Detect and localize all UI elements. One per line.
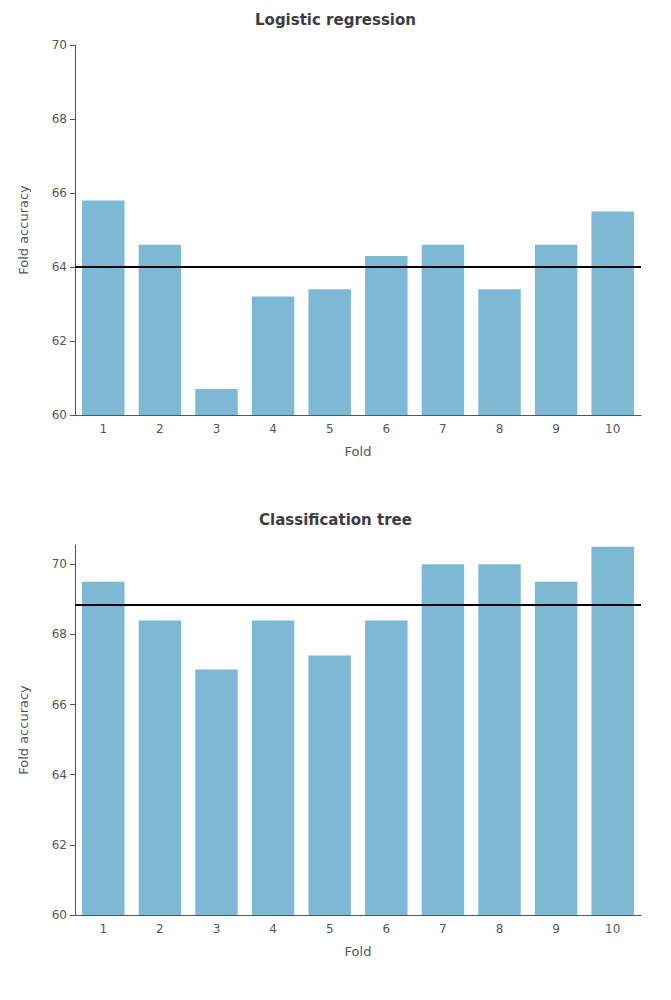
svg-text:8: 8: [496, 422, 504, 436]
svg-text:62: 62: [52, 838, 67, 852]
svg-text:Classification tree: Classification tree: [259, 511, 412, 529]
svg-text:6: 6: [382, 422, 390, 436]
svg-text:1: 1: [99, 922, 107, 936]
svg-text:66: 66: [52, 186, 67, 200]
svg-text:64: 64: [52, 768, 67, 782]
svg-text:8: 8: [496, 922, 504, 936]
svg-text:5: 5: [326, 422, 334, 436]
svg-text:66: 66: [52, 698, 67, 712]
svg-text:68: 68: [52, 627, 67, 641]
svg-text:62: 62: [52, 334, 67, 348]
svg-text:10: 10: [605, 422, 620, 436]
svg-text:2: 2: [156, 922, 164, 936]
svg-text:70: 70: [52, 38, 67, 52]
svg-text:9: 9: [552, 922, 560, 936]
svg-text:4: 4: [269, 922, 277, 936]
svg-text:Fold: Fold: [345, 944, 372, 959]
svg-text:60: 60: [52, 408, 67, 422]
svg-text:Fold accuracy: Fold accuracy: [16, 685, 31, 775]
svg-text:Fold: Fold: [345, 444, 372, 459]
svg-text:7: 7: [439, 922, 447, 936]
svg-text:7: 7: [439, 422, 447, 436]
svg-text:9: 9: [552, 422, 560, 436]
svg-text:2: 2: [156, 422, 164, 436]
svg-text:1: 1: [99, 422, 107, 436]
svg-text:5: 5: [326, 922, 334, 936]
svg-text:6: 6: [382, 922, 390, 936]
svg-text:68: 68: [52, 112, 67, 126]
svg-text:10: 10: [605, 922, 620, 936]
svg-text:4: 4: [269, 422, 277, 436]
svg-text:Fold accuracy: Fold accuracy: [16, 185, 31, 275]
svg-text:Logistic regression: Logistic regression: [255, 11, 416, 29]
svg-text:64: 64: [52, 260, 67, 274]
svg-text:70: 70: [52, 557, 67, 571]
svg-text:3: 3: [213, 422, 221, 436]
svg-text:60: 60: [52, 908, 67, 922]
svg-text:3: 3: [213, 922, 221, 936]
